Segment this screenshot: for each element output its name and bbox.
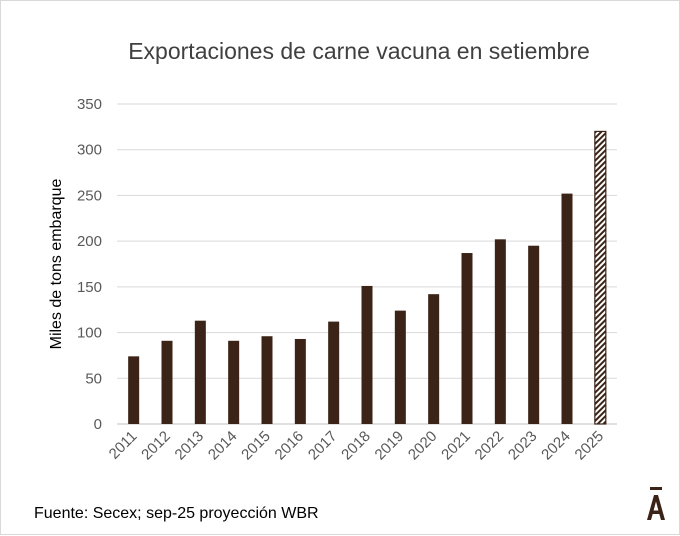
y-tick-label: 0 [94, 416, 102, 433]
x-tick-label: 2022 [472, 428, 508, 464]
y-tick-label: 50 [85, 370, 102, 387]
bar-projected-2025 [594, 130, 607, 425]
x-tick-label: 2025 [572, 428, 608, 464]
bar-2012 [161, 340, 173, 424]
bar-2013 [194, 320, 206, 424]
bar-2014 [228, 340, 240, 424]
bar-2023 [528, 245, 540, 424]
x-tick-label: 2021 [438, 428, 474, 464]
y-tick-label: 200 [77, 233, 102, 250]
x-tick-label: 2011 [106, 428, 141, 463]
bar-2018 [361, 285, 373, 424]
x-tick-label: 2016 [272, 428, 308, 464]
bar-2022 [494, 239, 506, 424]
x-tick-label: 2023 [505, 428, 541, 464]
x-tick-label: 2014 [205, 428, 241, 464]
source-note: Fuente: Secex; sep-25 proyección WBR [34, 505, 319, 522]
bar-2017 [328, 321, 340, 424]
x-tick-label: 2012 [138, 428, 174, 464]
y-tick-label: 100 [77, 325, 102, 342]
bar-2011 [128, 356, 140, 424]
bar-2024 [561, 193, 573, 424]
x-tick-label: 2015 [238, 428, 274, 464]
bar-2019 [394, 310, 406, 424]
bar-2021 [461, 253, 473, 424]
x-tick-label: 2024 [538, 428, 574, 464]
x-tick-label: 2019 [372, 428, 408, 464]
bar-2016 [294, 338, 306, 424]
bar-2020 [428, 294, 440, 424]
y-tick-label: 250 [77, 187, 102, 204]
x-tick-label: 2013 [172, 428, 208, 464]
y-tick-label: 300 [77, 142, 102, 159]
x-tick-label: 2018 [338, 428, 374, 464]
bar-2015 [261, 336, 273, 424]
x-tick-label: 2017 [305, 428, 341, 464]
x-tick-label: 2020 [405, 428, 441, 464]
y-tick-label: 150 [77, 279, 102, 296]
y-tick-label: 350 [77, 96, 102, 113]
chart-title: Exportaciones de carne vacuna en setiemb… [128, 38, 590, 64]
brand-logo [647, 487, 665, 520]
